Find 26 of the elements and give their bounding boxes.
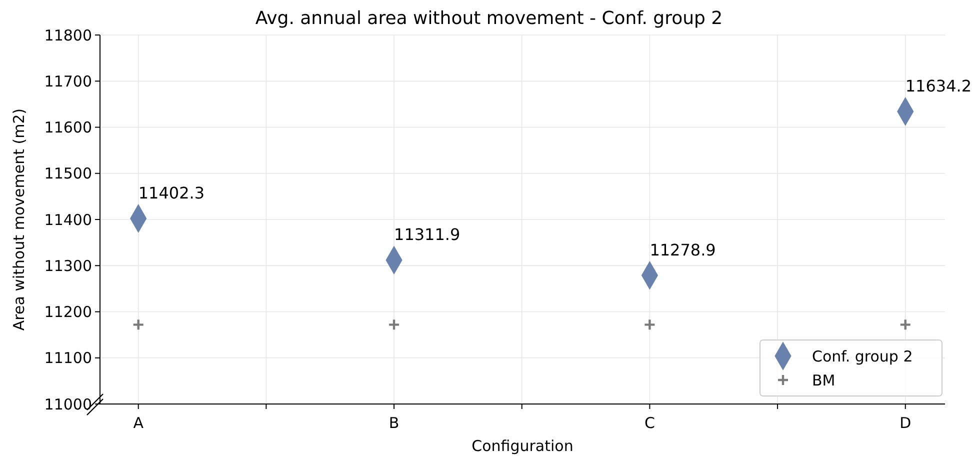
data-label: 11278.9 xyxy=(650,240,716,260)
x-axis-title: Configuration xyxy=(472,437,574,455)
data-label: 11311.9 xyxy=(394,225,460,244)
data-label: 11634.2 xyxy=(905,76,972,96)
point xyxy=(899,318,912,331)
x-tick-label: C xyxy=(644,414,655,432)
y-tick-label: 11500 xyxy=(44,164,92,183)
y-tick-label: 11100 xyxy=(44,349,92,368)
point xyxy=(388,318,400,331)
legend-label: BM xyxy=(812,371,836,390)
data-label: 11402.3 xyxy=(138,183,205,202)
y-tick-label: 11700 xyxy=(44,72,92,90)
y-tick-label: 11800 xyxy=(44,26,92,44)
point xyxy=(132,318,144,331)
y-tick-label: 11000 xyxy=(44,395,92,414)
legend-label: Conf. group 2 xyxy=(812,347,913,366)
point xyxy=(644,318,656,331)
chart-title: Avg. annual area without movement - Conf. group 2 xyxy=(255,8,723,29)
y-tick-label: 11200 xyxy=(44,303,92,321)
x-tick-label: B xyxy=(388,414,400,432)
y-tick-label: 11300 xyxy=(44,256,92,275)
y-axis-title: Area without movement (m2) xyxy=(10,108,28,331)
x-tick-label: D xyxy=(900,414,912,432)
y-tick-label: 11400 xyxy=(44,210,92,229)
x-tick-label: A xyxy=(133,414,144,432)
y-tick-label: 11600 xyxy=(44,118,92,136)
